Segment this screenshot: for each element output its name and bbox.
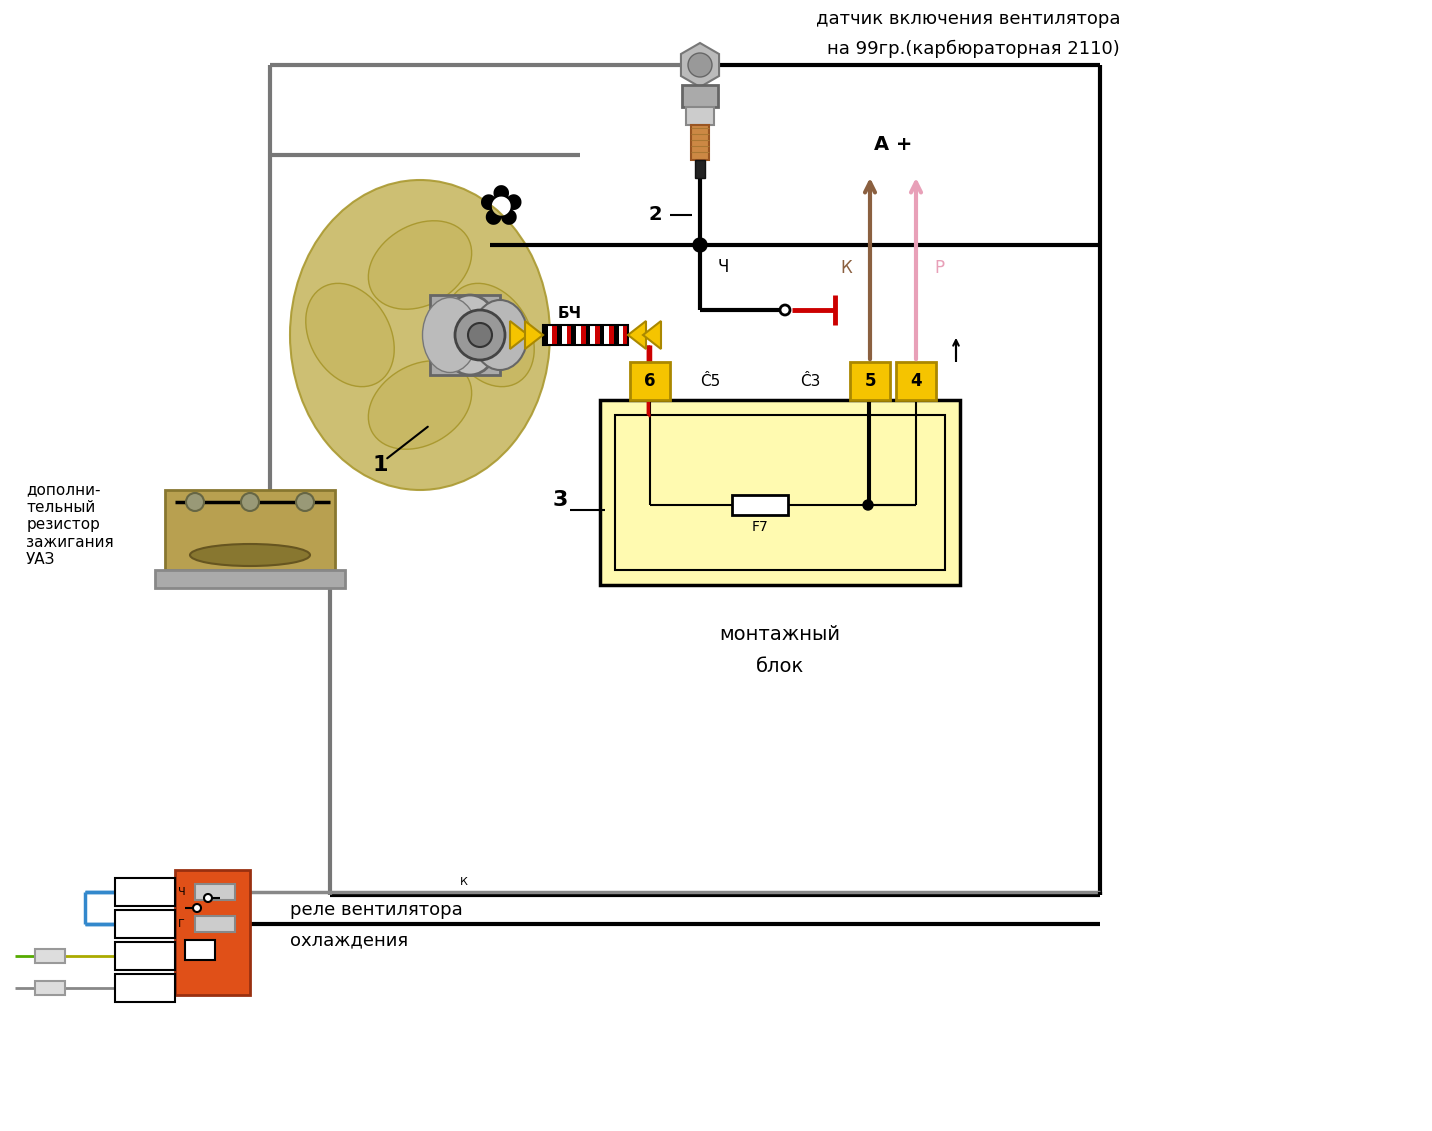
Text: 3: 3: [553, 490, 567, 510]
Text: Ĉ5: Ĉ5: [700, 373, 720, 389]
Circle shape: [296, 493, 314, 511]
Bar: [195, 916, 235, 932]
Bar: [614, 415, 945, 570]
Bar: [630, 362, 670, 400]
Bar: [623, 325, 629, 345]
Text: 2: 2: [649, 206, 662, 224]
Bar: [590, 325, 594, 345]
Bar: [553, 325, 557, 345]
Bar: [604, 325, 609, 345]
Bar: [115, 910, 175, 938]
Bar: [851, 362, 891, 400]
Text: 87: 87: [135, 917, 155, 931]
Polygon shape: [643, 321, 662, 349]
Text: охлаждения: охлаждения: [291, 931, 408, 949]
Bar: [609, 325, 614, 345]
Text: F7: F7: [752, 520, 769, 534]
Text: Ч: Ч: [178, 887, 186, 897]
Ellipse shape: [291, 180, 550, 490]
Ellipse shape: [368, 221, 471, 309]
Text: К: К: [460, 877, 468, 887]
Text: 30: 30: [136, 884, 155, 899]
Circle shape: [693, 238, 707, 252]
Bar: [115, 878, 175, 906]
Text: на 99гр.(карбюраторная 2110): на 99гр.(карбюраторная 2110): [828, 40, 1120, 59]
Bar: [547, 325, 553, 345]
Bar: [692, 126, 709, 159]
Bar: [430, 295, 500, 375]
Bar: [115, 942, 175, 970]
Ellipse shape: [306, 284, 394, 387]
Polygon shape: [510, 321, 528, 349]
Bar: [195, 884, 235, 900]
Text: 4: 4: [911, 372, 922, 390]
Bar: [586, 325, 590, 345]
Circle shape: [241, 493, 259, 511]
Text: блок: блок: [756, 657, 805, 676]
Text: 85: 85: [135, 949, 155, 962]
Bar: [165, 490, 335, 570]
Text: дополни-
тельный
резистор
зажигания
УАЗ: дополни- тельный резистор зажигания УАЗ: [26, 483, 113, 568]
Polygon shape: [682, 43, 719, 87]
Text: Ч: Ч: [717, 258, 729, 276]
Ellipse shape: [440, 295, 500, 375]
Bar: [175, 870, 251, 995]
Text: датчик включения вентилятора: датчик включения вентилятора: [815, 10, 1120, 28]
Polygon shape: [629, 321, 646, 349]
Bar: [34, 981, 64, 995]
Polygon shape: [526, 321, 543, 349]
Text: БЧ: БЧ: [558, 305, 581, 320]
Text: Г: Г: [178, 920, 185, 929]
Bar: [619, 325, 623, 345]
Circle shape: [455, 310, 505, 360]
Circle shape: [780, 305, 790, 316]
Circle shape: [193, 904, 200, 912]
Text: ✿: ✿: [477, 183, 523, 238]
Bar: [561, 325, 567, 345]
Bar: [695, 159, 705, 178]
Text: ПБ: ПБ: [650, 386, 672, 400]
Bar: [543, 325, 547, 345]
Bar: [543, 325, 629, 345]
Ellipse shape: [445, 284, 534, 387]
Bar: [600, 325, 604, 345]
Ellipse shape: [473, 300, 527, 370]
Bar: [571, 325, 576, 345]
Text: 86: 86: [135, 981, 155, 995]
Bar: [155, 570, 345, 588]
Bar: [614, 325, 619, 345]
Text: реле вентилятора: реле вентилятора: [291, 901, 463, 920]
Ellipse shape: [368, 361, 471, 449]
Text: монтажный: монтажный: [719, 625, 841, 645]
Circle shape: [863, 500, 874, 510]
Bar: [567, 325, 571, 345]
Circle shape: [203, 893, 212, 903]
Bar: [896, 362, 937, 400]
Circle shape: [687, 53, 712, 77]
Bar: [594, 325, 600, 345]
Bar: [732, 495, 788, 515]
Circle shape: [468, 323, 493, 347]
Text: Р: Р: [934, 259, 944, 277]
Text: К: К: [841, 259, 852, 277]
Text: 5: 5: [865, 372, 876, 390]
Bar: [682, 85, 717, 107]
Bar: [686, 107, 715, 126]
Text: 6: 6: [644, 372, 656, 390]
Text: Ĉ3: Ĉ3: [800, 373, 821, 389]
Ellipse shape: [422, 297, 477, 372]
Bar: [557, 325, 561, 345]
Text: 1: 1: [372, 455, 388, 475]
Bar: [115, 974, 175, 1002]
Text: А +: А +: [874, 136, 912, 155]
Bar: [185, 940, 215, 960]
Bar: [34, 949, 64, 962]
Bar: [581, 325, 586, 345]
Bar: [600, 400, 959, 585]
Bar: [576, 325, 581, 345]
Ellipse shape: [190, 544, 309, 566]
Circle shape: [186, 493, 203, 511]
